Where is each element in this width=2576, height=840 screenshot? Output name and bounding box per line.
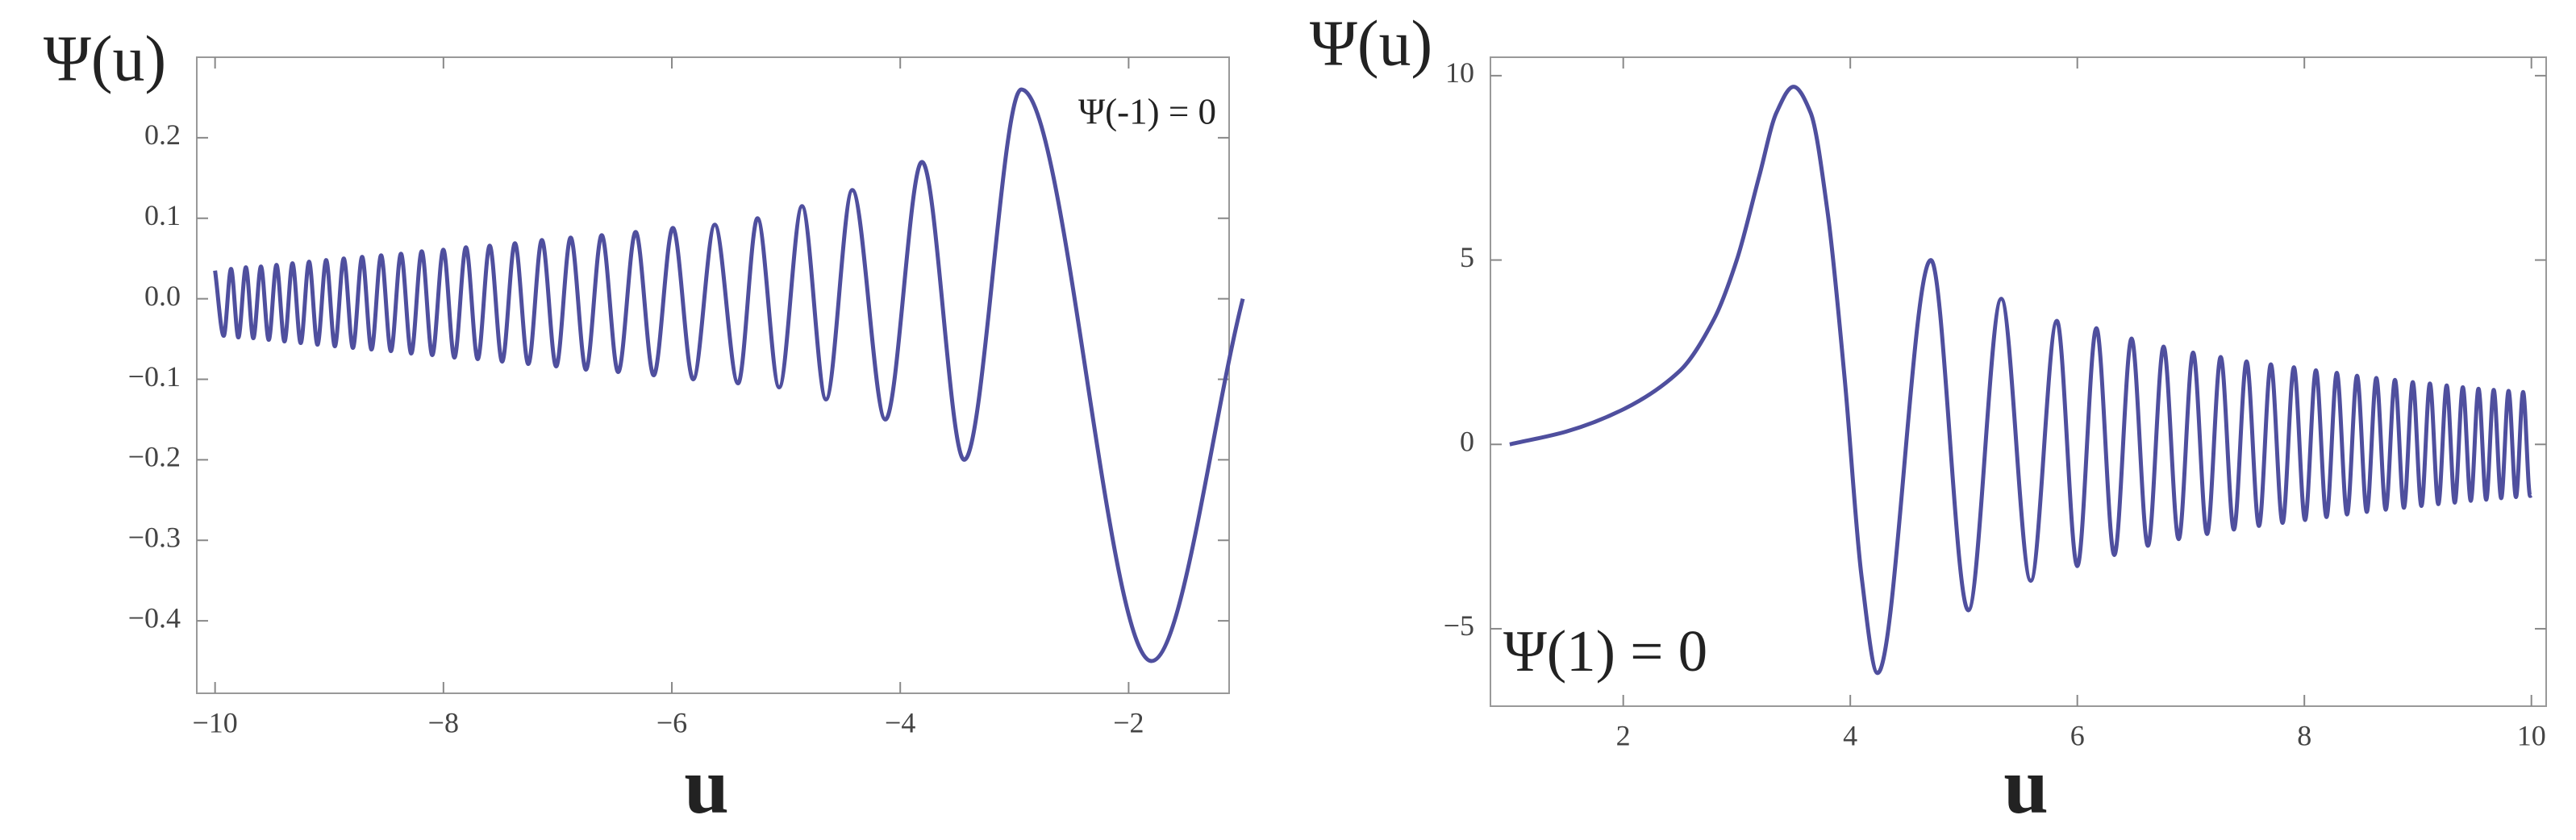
curve	[213, 87, 1245, 663]
y-tick-label: −0.1	[128, 360, 181, 393]
x-axis-label: u	[684, 741, 729, 830]
y-tick-label: −0.2	[128, 441, 181, 473]
y-tick-label: 0.0	[144, 280, 181, 312]
y-tick-label: 10	[1445, 56, 1474, 89]
x-tick-label: 4	[1843, 719, 1857, 751]
y-tick-label: −5	[1444, 609, 1474, 642]
x-axis-label: u	[2003, 741, 2049, 830]
y-axis-label: Ψ(u)	[44, 23, 166, 94]
x-tick-label: −8	[428, 706, 459, 738]
y-tick-label: 0	[1460, 426, 1474, 458]
y-axis-label: Ψ(u)	[1310, 8, 1432, 79]
y-tick-label: −0.3	[128, 522, 181, 554]
x-tick-label: −10	[192, 706, 237, 738]
annotation: Ψ(1) = 0	[1503, 618, 1707, 684]
curve	[1509, 85, 2533, 676]
y-tick-label: 0.2	[144, 119, 181, 151]
y-tick-label: 5	[1460, 241, 1474, 273]
plot-frame	[196, 56, 1230, 694]
y-tick-label: 0.1	[144, 199, 181, 231]
x-tick-label: −6	[657, 706, 687, 738]
x-tick-label: 6	[2070, 719, 2085, 751]
x-tick-label: −2	[1113, 706, 1144, 738]
x-tick-label: 2	[1616, 719, 1631, 751]
x-tick-label: 8	[2297, 719, 2311, 751]
annotation: Ψ(-1) = 0	[1078, 91, 1216, 131]
plot-frame	[1490, 56, 2547, 707]
y-tick-label: −0.4	[128, 601, 181, 634]
x-tick-label: −4	[885, 706, 915, 738]
x-tick-label: 10	[2517, 719, 2546, 751]
